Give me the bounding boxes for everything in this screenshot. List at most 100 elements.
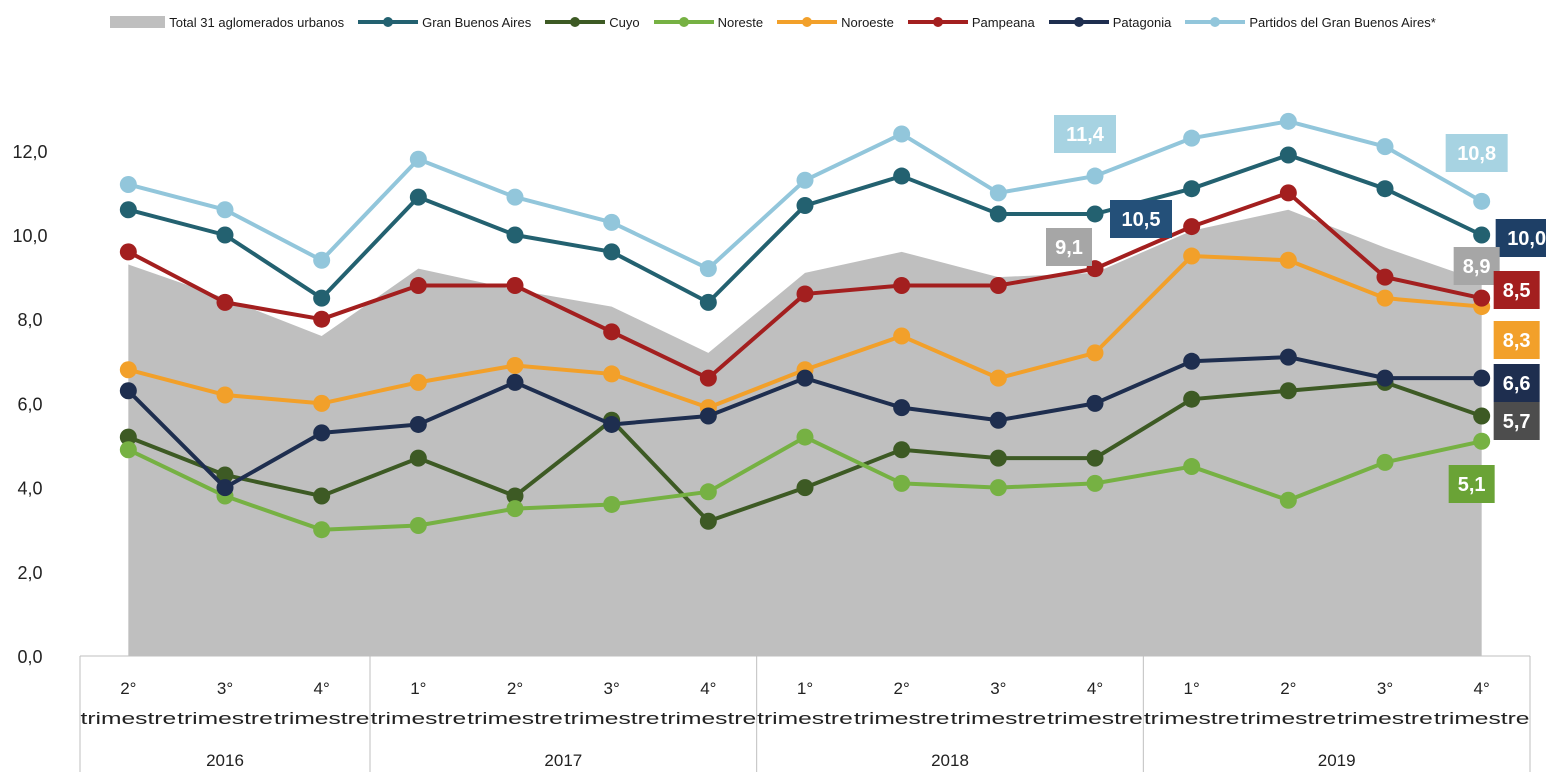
year-label: 2017 [544,751,582,770]
data-point-patagonia [313,424,331,442]
x-tick-label: trimestre [467,709,563,728]
data-point-noreste [699,483,717,501]
data-point-cuyo [506,487,524,505]
y-tick-label: 12,0 [12,142,47,162]
data-point-partidos-del-gran-buenos-aires [313,251,331,269]
data-point-patagonia [603,415,621,433]
legend-label: Patagonia [1112,14,1172,30]
data-point-partidos-del-gran-buenos-aires [1376,138,1394,156]
data-label: 6,6 [1503,373,1531,395]
data-point-noroeste [313,394,331,412]
data-label: 8,3 [1503,330,1531,352]
data-label: 9,1 [1055,237,1083,259]
data-label-box [1493,402,1540,440]
data-point-pampeana [699,369,717,387]
legend-label: Pampeana [971,14,1035,30]
data-point-noreste [1376,453,1394,471]
data-point-noroeste [119,361,137,379]
legend-label: Total 31 aglomerados urbanos [169,14,345,30]
data-point-noreste [989,479,1007,497]
data-point-patagonia [1086,394,1104,412]
x-tick-label: 3° [1377,679,1393,698]
legend-label: Noreste [717,14,764,30]
data-point-patagonia [699,407,717,425]
data-point-gran-buenos-aires [313,289,331,307]
data-point-noroeste [409,373,427,391]
year-label: 2019 [1318,751,1356,770]
data-point-partidos-del-gran-buenos-aires [1279,112,1297,130]
data-point-partidos-del-gran-buenos-aires [699,260,717,278]
x-tick-label: 4° [314,679,330,698]
x-tick-label: 3° [604,679,620,698]
legend-label: Partidos del Gran Buenos Aires* [1249,14,1436,30]
data-label-box [1453,247,1500,285]
legend-item-patagonia: Patagonia [1048,14,1172,30]
data-label-box [1054,115,1116,153]
y-tick-label: 8,0 [17,310,42,330]
x-tick-label: 2° [507,679,523,698]
data-point-pampeana [893,277,911,295]
data-point-gran-buenos-aires [1183,180,1201,198]
data-point-patagonia [1376,369,1394,387]
data-point-partidos-del-gran-buenos-aires [1183,129,1201,147]
data-point-gran-buenos-aires [603,243,621,261]
x-tick-label: 4° [1474,679,1490,698]
data-point-partidos-del-gran-buenos-aires [893,125,911,143]
x-tick-label: 1° [410,679,426,698]
data-point-patagonia [1279,348,1297,366]
data-point-noreste [1086,474,1104,492]
data-point-cuyo [893,441,911,459]
legend-line-swatch [1048,16,1109,28]
data-point-gran-buenos-aires [1086,205,1104,223]
data-point-pampeana [989,277,1007,295]
x-tick-label: trimestre [951,709,1047,728]
data-point-cuyo [699,512,717,530]
data-point-gran-buenos-aires [1473,226,1491,244]
x-tick-label: trimestre [757,709,853,728]
data-point-partidos-del-gran-buenos-aires [119,175,137,193]
data-point-partidos-del-gran-buenos-aires [506,188,524,206]
data-point-noreste [409,516,427,534]
data-point-pampeana [409,277,427,295]
data-label-box [1445,134,1508,172]
data-point-noroeste [216,386,234,404]
data-point-patagonia [796,369,814,387]
legend-item-noroeste: Noroeste [777,15,894,30]
data-label-box [1493,271,1540,309]
data-label: 10,0 [1507,228,1546,250]
data-label-box [1495,219,1546,257]
x-tick-label: trimestre [854,709,950,728]
data-point-gran-buenos-aires [216,226,234,244]
data-point-cuyo [796,479,814,497]
legend-area-swatch [110,16,166,28]
x-tick-label: 2° [120,679,136,698]
data-point-pampeana [603,323,621,341]
data-point-noreste [313,521,331,539]
legend-line-swatch [358,16,419,28]
data-point-pampeana [313,310,331,328]
legend-label: Gran Buenos Aires [422,14,532,30]
data-point-noroeste [1376,289,1394,307]
legend-label: Noroeste [841,14,894,30]
data-point-noreste [1279,491,1297,509]
data-point-patagonia [893,399,911,417]
data-point-gran-buenos-aires [506,226,524,244]
data-point-cuyo [1279,382,1297,400]
x-tick-label: 3° [990,679,1006,698]
data-point-cuyo [409,449,427,467]
x-tick-label: trimestre [661,709,757,728]
data-point-pampeana [1183,218,1201,236]
y-tick-label: 10,0 [12,226,47,246]
data-point-partidos-del-gran-buenos-aires [1086,167,1104,185]
data-point-noroeste [603,365,621,383]
data-point-noroeste [506,357,524,375]
data-point-pampeana [216,293,234,311]
data-point-patagonia [409,415,427,433]
x-tick-label: trimestre [274,709,370,728]
x-tick-label: 1° [1184,679,1200,698]
x-tick-label: trimestre [371,709,467,728]
year-label: 2018 [931,751,969,770]
legend-line-swatch [1185,16,1246,28]
legend-item-total: Total 31 aglomerados urbanos [110,15,344,30]
